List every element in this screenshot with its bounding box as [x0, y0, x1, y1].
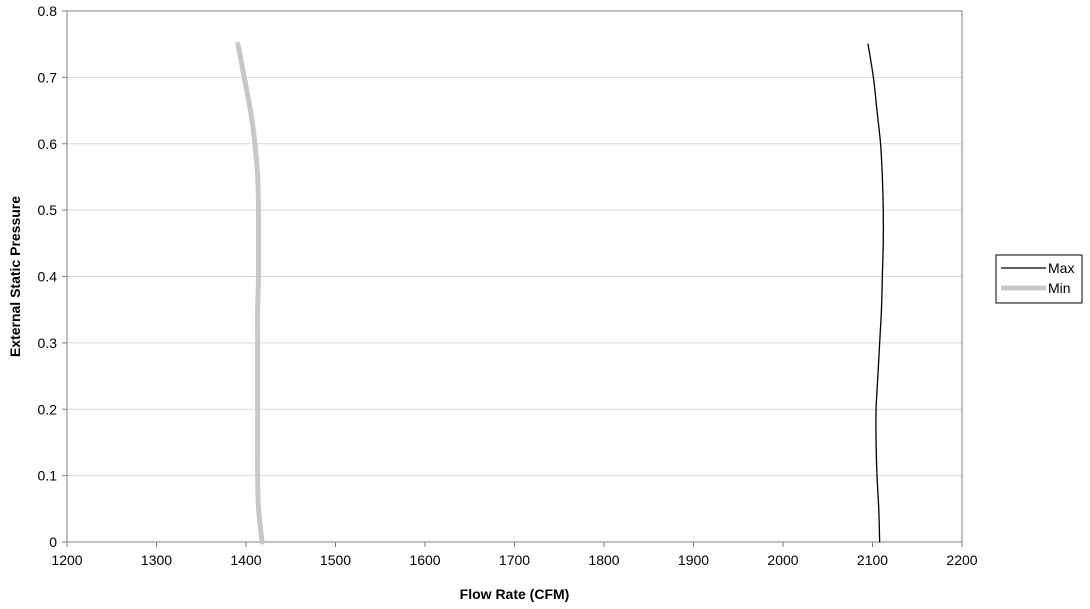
y-axis-title: External Static Pressure: [7, 196, 23, 357]
y-tick-label: 0.7: [38, 69, 58, 85]
x-tick-label: 1800: [588, 552, 619, 568]
x-axis: 1200 1300 1400 1500 1600 1700 1800 1900 2000 2100…: [51, 542, 978, 568]
y-tick-label: 0: [49, 534, 57, 550]
y-tick-label: 0.6: [38, 136, 58, 152]
y-tick-label: 0.5: [38, 202, 58, 218]
legend-box: [995, 254, 1083, 304]
y-tick-label: 0.8: [38, 3, 58, 19]
y-tick-label: 0.4: [38, 269, 58, 285]
series-line-min: [235, 41, 265, 545]
series-lines: [235, 41, 885, 545]
series-line-max: [867, 43, 885, 543]
x-axis-title: Flow Rate (CFM): [460, 586, 570, 602]
legend: Max Min: [995, 254, 1083, 304]
x-tick-label: 2100: [857, 552, 888, 568]
x-tick-label: 2000: [767, 552, 798, 568]
gridlines: [67, 76, 962, 477]
legend-label-min: Min: [1048, 280, 1071, 296]
x-tick-label: 1300: [141, 552, 172, 568]
y-tick-label: 0.2: [38, 401, 58, 417]
x-tick-label: 1700: [499, 552, 530, 568]
x-tick-label: 1600: [409, 552, 440, 568]
legend-label-max: Max: [1048, 260, 1074, 276]
x-tick-label: 1500: [320, 552, 351, 568]
y-axis: 0 0.1 0.2 0.3 0.4 0.5 0.6 0.7 0.8: [38, 3, 67, 550]
y-tick-label: 0.1: [38, 468, 58, 484]
x-tick-label: 1200: [51, 552, 82, 568]
y-tick-label: 0.3: [38, 335, 58, 351]
x-tick-label: 2200: [946, 552, 977, 568]
x-tick-label: 1400: [230, 552, 261, 568]
x-tick-label: 1900: [678, 552, 709, 568]
